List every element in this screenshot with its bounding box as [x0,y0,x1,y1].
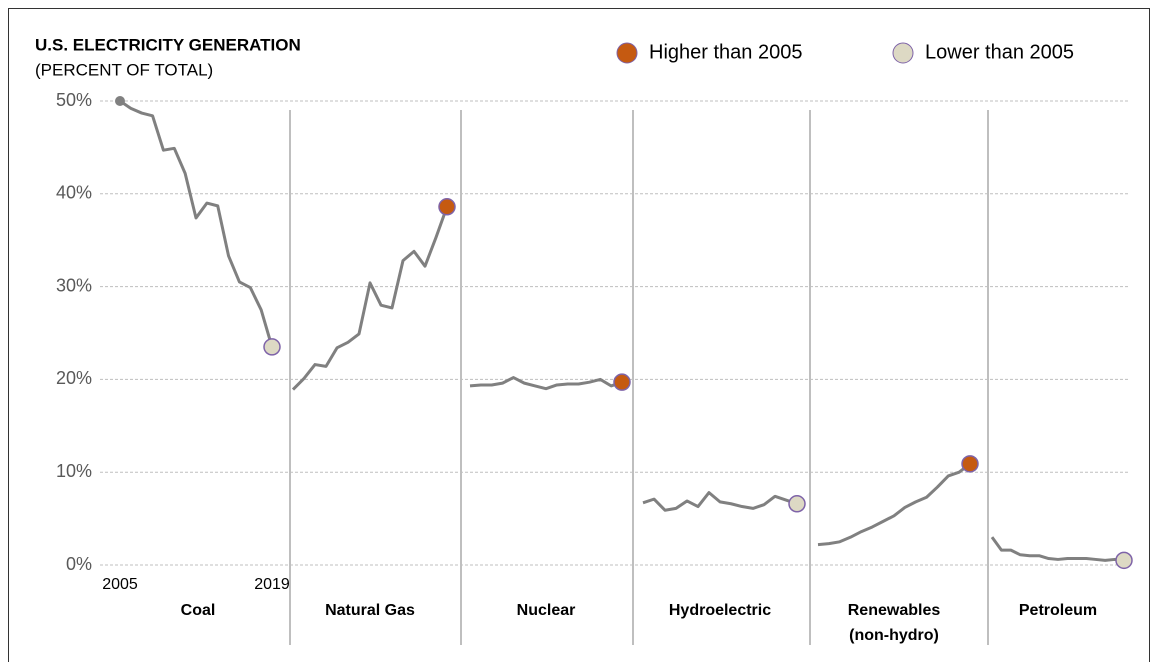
chart-title: U.S. ELECTRICITY GENERATION [35,35,301,54]
frame [8,8,1150,662]
series-line [469,376,623,391]
end-marker [788,495,806,513]
end-marker [961,455,979,473]
panel-label: Hydroelectric [668,602,772,619]
end-marker [263,338,281,356]
panel-label: Coal [180,602,216,619]
end-marker [438,198,456,216]
panel-label: Petroleum [1018,602,1098,619]
x-tick-label: 2005 [102,576,138,593]
panel-label: Renewables (non-hydro) [847,602,941,644]
series-line [817,462,971,547]
legend-label: Higher than 2005 [649,41,802,63]
y-tick-label: 50% [56,90,92,110]
panel-label: Nuclear [516,602,576,619]
end-marker [613,373,631,391]
series-line [990,536,1125,562]
y-tick-label: 30% [56,275,92,295]
series-line [119,99,274,348]
y-tick-label: 40% [56,183,92,203]
y-tick-label: 0% [66,554,92,574]
y-tick-label: 20% [56,368,92,388]
series-line [642,491,798,512]
x-tick-label: 2019 [254,576,290,593]
y-tick-label: 10% [56,461,92,481]
legend-marker [616,42,638,64]
start-marker [115,96,125,106]
panel-label: Natural Gas [325,602,415,619]
end-marker [1115,551,1133,570]
series-line [291,206,449,391]
legend-marker [892,42,914,64]
legend-label: Lower than 2005 [925,41,1074,63]
chart-subtitle: (PERCENT OF TOTAL) [35,60,213,79]
